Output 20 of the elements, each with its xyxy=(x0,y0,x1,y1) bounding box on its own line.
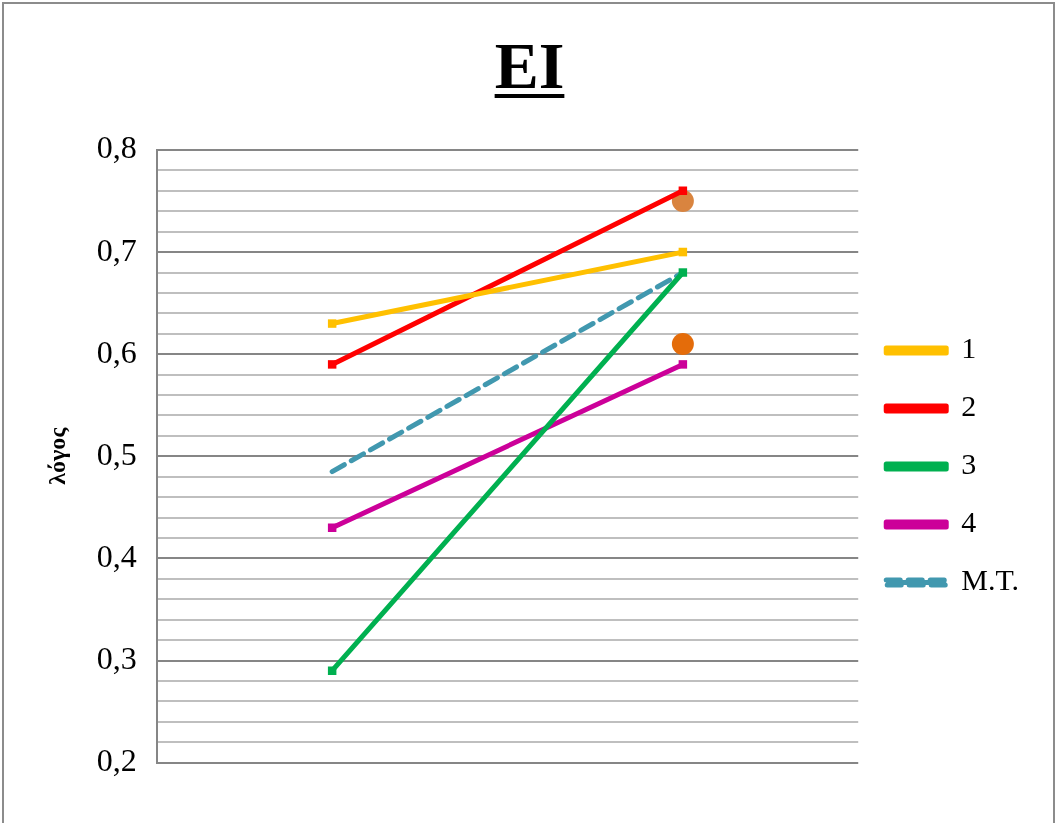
point xyxy=(327,360,337,369)
y-tick-label: 0,3 xyxy=(96,639,137,676)
y-axis-title: λόγος xyxy=(43,426,70,485)
point xyxy=(678,360,688,369)
y-tick-label: 0,7 xyxy=(96,231,137,268)
y-tick-label: 0,2 xyxy=(96,742,137,779)
point xyxy=(678,268,688,277)
point xyxy=(327,666,337,675)
legend-label: 2 xyxy=(961,389,977,423)
chart-title: EI xyxy=(493,28,566,104)
point xyxy=(671,332,694,355)
legend-label: 4 xyxy=(961,505,977,539)
y-tick-label: 0,6 xyxy=(96,333,137,370)
legend-label: 3 xyxy=(961,447,977,481)
legend-label: M.T. xyxy=(961,563,1020,597)
point xyxy=(327,319,337,328)
y-tick-label: 0,4 xyxy=(96,537,137,574)
legend-label: 1 xyxy=(961,331,977,365)
y-tick-label: 0,5 xyxy=(96,435,137,472)
y-tick-label: 0,8 xyxy=(96,129,137,166)
